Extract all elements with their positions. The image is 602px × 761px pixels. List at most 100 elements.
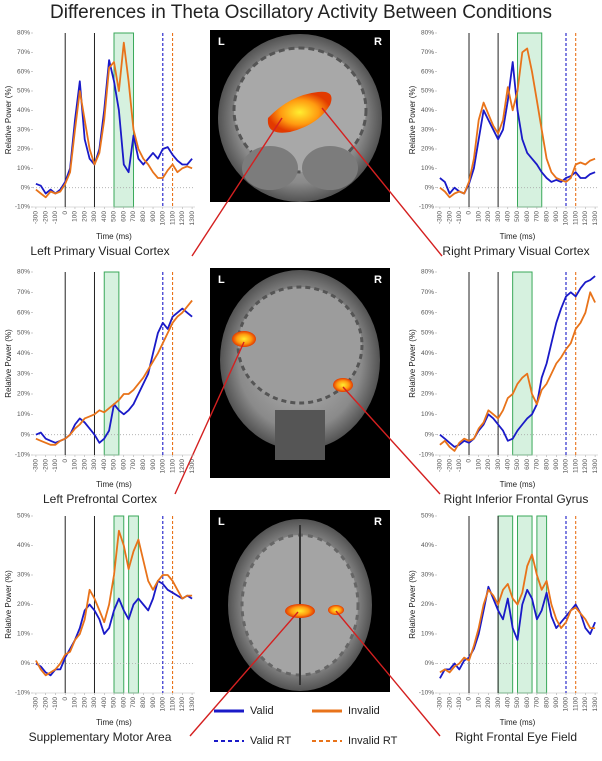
- y-tick-label: 50%: [17, 330, 30, 337]
- x-tick-label: 0: [466, 211, 473, 215]
- y-tick-label: 10%: [421, 165, 434, 172]
- x-tick-label: 0: [466, 459, 473, 463]
- brain-right-label: R: [374, 274, 382, 286]
- arrows: [174, 107, 443, 737]
- analysis-window: [512, 271, 533, 456]
- x-tick-label: 400: [505, 459, 512, 470]
- y-tick-label: 20%: [17, 146, 30, 153]
- x-tick-label: 300: [495, 697, 502, 708]
- x-tick-label: -200: [446, 211, 453, 224]
- x-tick-label: 1300: [592, 211, 599, 226]
- x-tick-label: 700: [130, 459, 137, 470]
- panel-caption: Supplementary Motor Area: [29, 730, 172, 744]
- x-tick-label: 200: [485, 459, 492, 470]
- y-tick-label: 10%: [17, 631, 30, 638]
- y-tick-label: 0%: [425, 660, 435, 667]
- y-tick-label: -10%: [419, 204, 434, 211]
- x-tick-label: 600: [120, 211, 127, 222]
- x-tick-label: 0: [62, 211, 69, 215]
- y-tick-label: 70%: [421, 289, 434, 296]
- x-tick-label: 1000: [160, 459, 167, 474]
- x-tick-label: 1200: [582, 211, 589, 226]
- x-tick-label: -300: [33, 459, 40, 472]
- panel-caption: Left Prefrontal Cortex: [43, 492, 157, 506]
- y-tick-label: 80%: [421, 30, 434, 37]
- x-tick-label: -200: [42, 211, 49, 224]
- x-tick-label: 1200: [179, 211, 186, 226]
- legend-label: Valid: [250, 705, 274, 717]
- y-tick-label: 20%: [17, 391, 30, 398]
- x-tick-label: 1300: [592, 459, 599, 474]
- x-tick-label: 400: [505, 211, 512, 222]
- x-tick-label: 600: [524, 211, 531, 222]
- x-tick-label: 800: [543, 459, 550, 470]
- x-tick-label: 100: [72, 459, 79, 470]
- x-tick-label: 700: [130, 697, 137, 708]
- x-tick-label: 1200: [179, 459, 186, 474]
- chart-panel: -10% 0% 10% 20% 30% 40% 50% -300 -200 -100 0 100 200…: [408, 513, 599, 744]
- x-tick-label: 200: [81, 697, 88, 708]
- x-tick-label: 100: [475, 697, 482, 708]
- y-tick-label: 30%: [17, 572, 30, 579]
- y-tick-label: 70%: [17, 49, 30, 56]
- x-tick-label: 600: [524, 697, 531, 708]
- x-tick-label: 600: [120, 697, 127, 708]
- x-tick-label: 1000: [563, 697, 570, 712]
- series-line: [35, 41, 193, 199]
- x-tick-label: 600: [524, 459, 531, 470]
- x-tick-label: -200: [42, 697, 49, 710]
- y-tick-label: 0%: [21, 184, 31, 191]
- x-tick-label: 300: [495, 211, 502, 222]
- y-axis-label: Relative Power (%): [408, 85, 417, 154]
- x-tick-label: -200: [446, 459, 453, 472]
- y-tick-label: 0%: [425, 431, 435, 438]
- y-tick-label: 20%: [421, 146, 434, 153]
- brain-right-label: R: [374, 36, 382, 48]
- x-tick-label: -200: [42, 459, 49, 472]
- y-tick-label: 20%: [421, 601, 434, 608]
- x-tick-label: 500: [514, 459, 521, 470]
- x-axis-label: Time (ms): [500, 480, 536, 489]
- x-tick-label: 300: [495, 459, 502, 470]
- x-tick-label: -300: [437, 697, 444, 710]
- analysis-window: [497, 515, 514, 694]
- brain-image: [210, 268, 390, 478]
- x-tick-label: 1000: [160, 697, 167, 712]
- x-tick-label: 1000: [160, 211, 167, 226]
- y-tick-label: 40%: [17, 107, 30, 114]
- x-tick-label: 200: [485, 211, 492, 222]
- y-tick-label: 80%: [17, 30, 30, 37]
- x-tick-label: 1100: [169, 697, 176, 711]
- y-tick-label: 70%: [421, 49, 434, 56]
- y-tick-label: 50%: [421, 88, 434, 95]
- y-tick-label: 60%: [17, 68, 30, 75]
- x-tick-label: 300: [91, 211, 98, 222]
- x-tick-label: 600: [120, 459, 127, 470]
- x-tick-label: 200: [81, 211, 88, 222]
- y-tick-label: 40%: [421, 350, 434, 357]
- panel-caption: Right Primary Visual Cortex: [442, 244, 589, 258]
- x-tick-label: 700: [534, 211, 541, 222]
- x-tick-label: -100: [52, 697, 59, 710]
- series-line: [439, 275, 596, 448]
- y-tick-label: 30%: [17, 370, 30, 377]
- x-tick-label: 100: [475, 459, 482, 470]
- x-axis-label: Time (ms): [96, 480, 132, 489]
- y-axis-label: Relative Power (%): [4, 85, 13, 154]
- x-axis-label: Time (ms): [96, 232, 132, 241]
- y-tick-label: 10%: [17, 165, 30, 172]
- y-tick-label: 30%: [421, 370, 434, 377]
- chart-panel: -10% 0% 10% 20% 30% 40% 50% 60% 70% 80% -300 -200 -1…: [4, 30, 196, 258]
- x-tick-label: 500: [514, 211, 521, 222]
- x-axis-label: Time (ms): [500, 232, 536, 241]
- series-line: [35, 580, 193, 677]
- x-tick-label: 1100: [169, 211, 176, 225]
- x-tick-label: 800: [543, 211, 550, 222]
- y-tick-label: 40%: [17, 350, 30, 357]
- x-tick-label: -100: [456, 211, 463, 224]
- series-line: [439, 47, 596, 199]
- x-tick-label: -300: [33, 697, 40, 710]
- x-tick-label: -100: [52, 459, 59, 472]
- x-tick-label: 1200: [582, 697, 589, 712]
